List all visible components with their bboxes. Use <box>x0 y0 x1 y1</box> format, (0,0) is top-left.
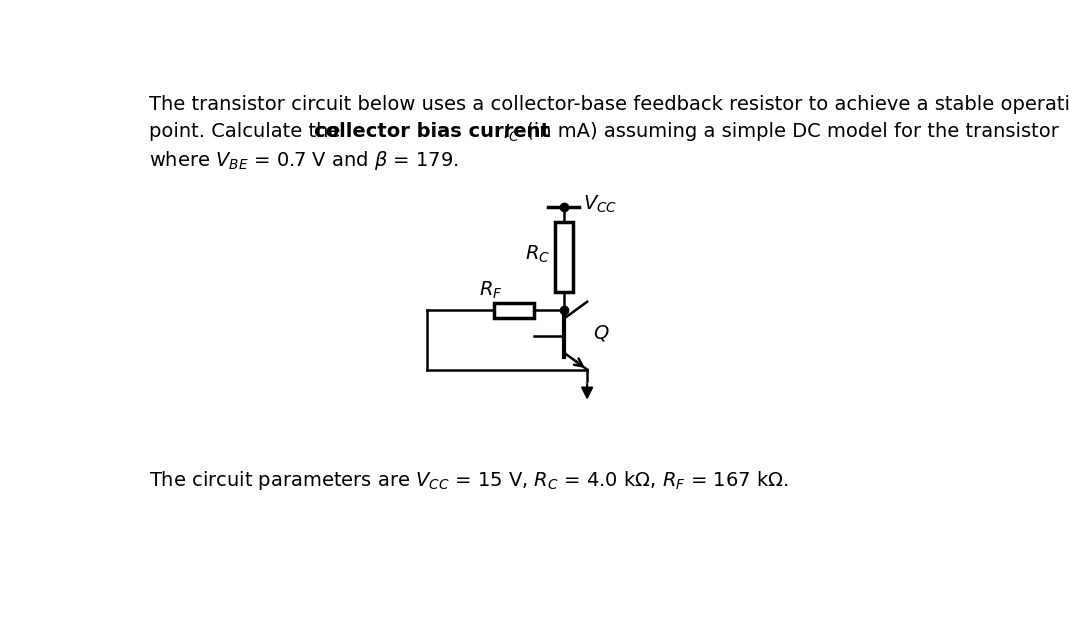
Text: where $V_{BE}$ = 0.7 V and $\beta$ = 179.: where $V_{BE}$ = 0.7 V and $\beta$ = 179… <box>149 149 459 172</box>
Text: The transistor circuit below uses a collector-base feedback resistor to achieve : The transistor circuit below uses a coll… <box>149 95 1070 113</box>
Text: $R_C$: $R_C$ <box>525 244 550 265</box>
Text: collector bias current: collector bias current <box>314 122 556 142</box>
Bar <box>494 303 534 317</box>
Text: $\mathit{I_C}$: $\mathit{I_C}$ <box>503 122 521 144</box>
Text: $Q$: $Q$ <box>593 322 609 342</box>
Text: $R_F$: $R_F$ <box>479 279 503 301</box>
Text: The circuit parameters are $V_{CC}$ = 15 V, $R_C$ = 4.0 k$\Omega$, $R_F$ = 167 k: The circuit parameters are $V_{CC}$ = 15… <box>149 469 789 492</box>
Text: (in mA) assuming a simple DC model for the transistor: (in mA) assuming a simple DC model for t… <box>520 122 1059 142</box>
Text: $V_{CC}$: $V_{CC}$ <box>583 194 617 215</box>
Text: point. Calculate the: point. Calculate the <box>149 122 347 142</box>
Bar <box>554 222 574 292</box>
